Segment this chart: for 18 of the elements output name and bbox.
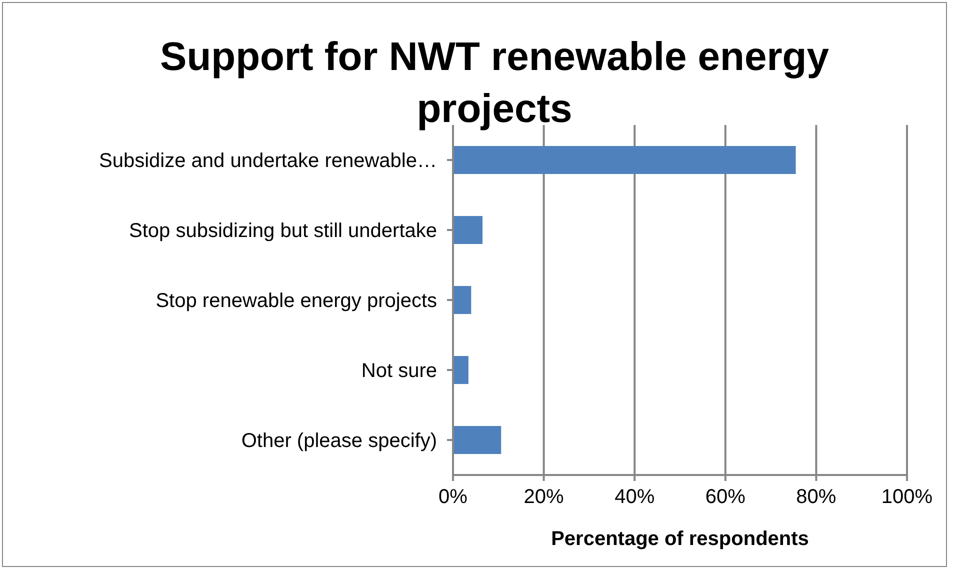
y-tick-label: Stop subsidizing but still undertake	[129, 220, 437, 242]
bar	[453, 426, 502, 454]
y-tick-label: Other (please specify)	[241, 430, 437, 452]
chart-title: Support for NWT renewable energy projects	[159, 34, 830, 131]
x-tick-label: 100%	[881, 486, 933, 508]
bar	[453, 216, 483, 244]
x-axis-title: Percentage of respondents	[551, 528, 809, 550]
bar	[453, 286, 472, 314]
x-tick-label: 0%	[438, 486, 468, 508]
bar	[453, 146, 796, 174]
y-tick-label: Subsidize and undertake renewable…	[99, 150, 437, 172]
x-tick-label: 80%	[796, 486, 836, 508]
x-tick-label: 20%	[524, 486, 564, 508]
x-tick-label: 40%	[614, 486, 655, 508]
y-tick-label: Not sure	[361, 360, 437, 382]
x-tick-label: 60%	[705, 486, 746, 508]
y-tick-label: Stop renewable energy projects	[156, 290, 437, 312]
bar	[453, 356, 468, 384]
